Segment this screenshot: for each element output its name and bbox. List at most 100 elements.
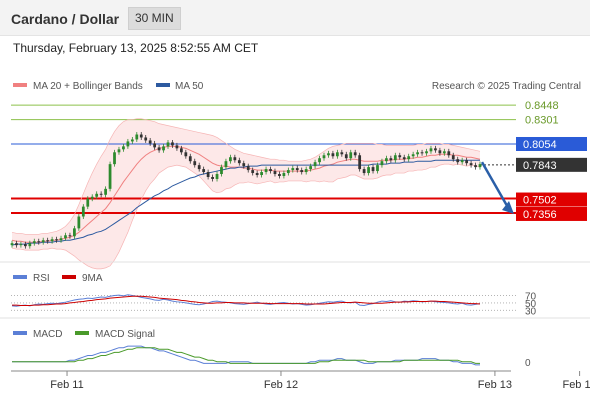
candle [286,167,290,176]
candle-body [99,193,103,195]
candle-body [46,240,50,242]
forecast-arrow-line [480,161,512,212]
candle-body [50,239,54,242]
candle [77,214,81,231]
candle [32,238,36,246]
candle-body [220,167,223,175]
bollinger-band-area [12,118,480,269]
candle-body [335,152,339,157]
candle [465,157,469,166]
candle-body [425,151,428,154]
legend-swatch-ma50 [156,83,170,87]
candle-body [139,134,143,138]
candle [23,241,27,249]
candle [175,142,179,151]
rsi-ma-line [12,295,481,307]
candle [442,148,446,156]
candle [37,238,41,245]
header-bar [0,0,590,36]
candle [99,191,103,198]
candle-body [447,151,451,156]
candle [104,186,107,198]
candle-body [32,241,36,244]
candle-body [286,170,290,174]
candle [260,169,263,178]
candle-body [264,169,268,173]
candle-body [371,167,375,172]
candle [411,151,415,159]
candle [184,149,188,159]
candle [460,157,464,165]
candle [371,164,375,174]
level-tag-support-5 [516,206,587,221]
candle [90,194,94,202]
candle [429,145,433,154]
macd-tick-0: 0 [525,358,531,369]
candle [300,167,304,175]
candle-body [478,164,482,168]
candle-body [255,173,259,176]
candle-body [162,146,165,151]
candle-body [135,134,139,140]
candle [242,160,246,169]
candle-body [411,154,415,157]
candle [229,154,232,164]
candle [68,232,72,239]
level-label-resistance-0: 0.8448 [525,100,559,112]
datetime-label: Thursday, February 13, 2025 8:52:55 AM C… [13,41,259,55]
candle [95,191,99,200]
candle [50,236,54,244]
candle-body [434,148,437,151]
candle [474,162,477,170]
candle-body [251,170,255,174]
candle [73,225,76,239]
candle [202,166,206,175]
candle-body [81,206,85,217]
forecast-arrow-head [502,200,514,214]
candle-body [171,142,174,146]
candle-body [385,158,388,162]
candle-body [28,243,32,247]
level-label-pivot-2: 0.8054 [523,139,557,151]
candle [46,237,50,244]
candle-body [393,155,397,161]
candle-body [206,172,210,177]
bollinger-upper-line [11,118,481,235]
candle [416,149,419,157]
candle-body [224,161,228,168]
candle [206,169,210,180]
x-tick-label-3: Feb 17 [562,379,590,391]
candle-body [260,172,263,176]
candle [389,155,393,163]
candle [19,241,23,248]
candle [402,154,406,162]
candle [28,240,32,249]
candle-body [460,160,464,163]
candle-body [179,148,183,153]
candle-body [55,239,58,241]
candle-body [59,238,63,241]
candle-body [273,171,277,175]
candle [295,165,299,173]
candle [220,164,223,177]
candle-body [282,173,286,177]
timeframe-badge[interactable]: 30 MIN [128,7,181,30]
candle-body [77,216,81,229]
candle [367,164,370,176]
candle [420,149,424,156]
candle-body [10,243,14,246]
candle [255,170,259,178]
candle [41,237,45,245]
legend-label-macd-signal: MACD Signal [95,329,155,340]
candle-body [15,243,18,246]
candle [215,171,219,182]
candle-body [278,174,281,177]
legend-swatch-macd-signal [75,331,89,335]
candle [81,204,85,219]
bollinger-lower-line [11,163,481,270]
candle-body [126,141,130,147]
candle-body [416,152,419,155]
candle [349,149,353,161]
candle [148,137,152,146]
